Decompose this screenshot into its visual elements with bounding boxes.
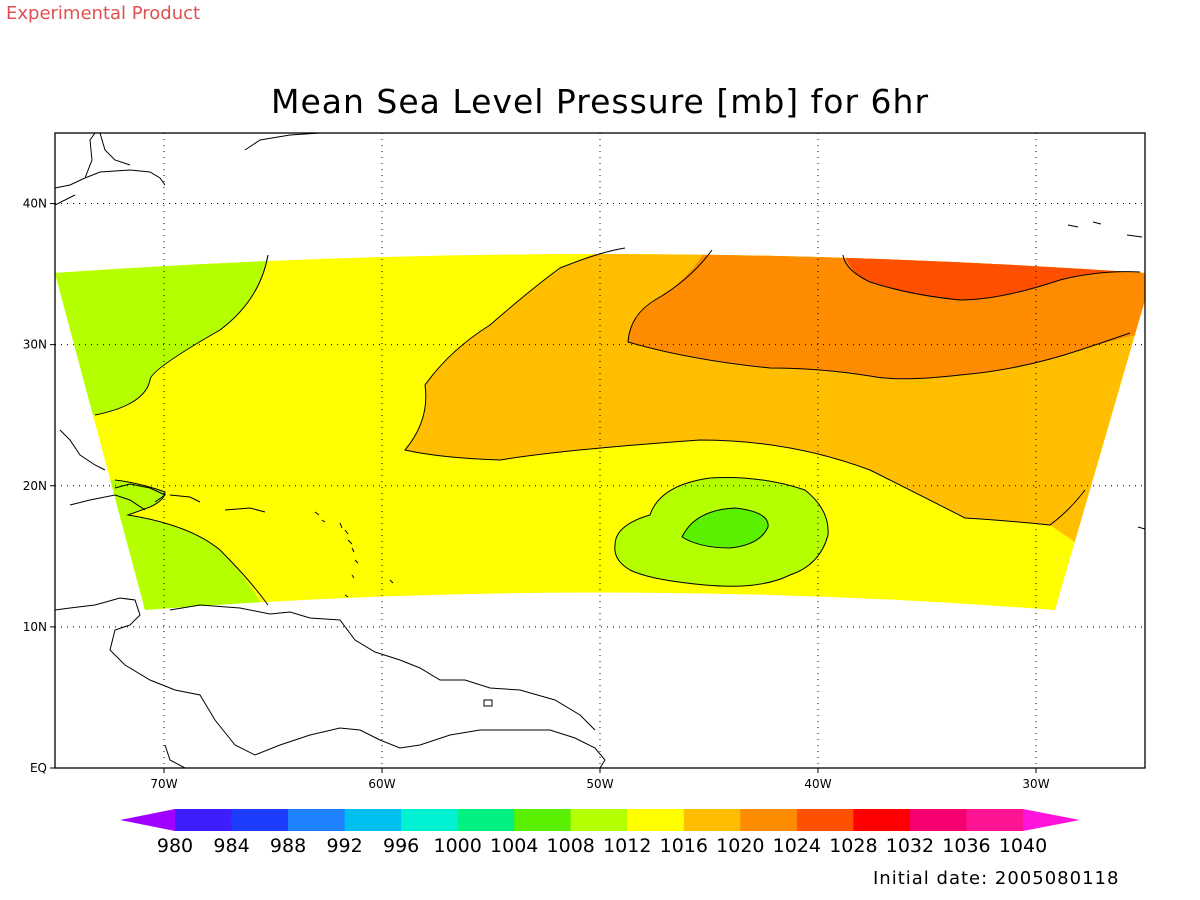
axis-labels: 70W 60W 50W 40W 30W EQ 10N 20N 30N 40N [23,197,1050,791]
colorbar-swatch [740,809,798,831]
map-title: Mean Sea Level Pressure [mb] for 6hr [270,82,930,121]
colorbar-swatch [853,809,911,831]
pressure-field [55,133,1145,768]
colorbar-level-label: 1000 [433,835,481,857]
colorbar-level-label: 1020 [716,835,764,857]
colorbar-level-label: 1016 [660,835,708,857]
lat-tick-label: 40N [23,197,47,211]
colorbar-swatch [909,809,967,831]
colorbar-level-label: 980 [157,835,193,857]
islands [314,221,1145,707]
colorbar-level-label: 1040 [999,835,1047,857]
colorbar-swatch [570,809,628,831]
colorbar-swatch [683,809,741,831]
colorbar-swatch [288,809,346,831]
colorbar-low-arrow [120,809,175,831]
initial-date: Initial date: 2005080118 [873,868,1120,889]
region-1008-1012-west [55,254,268,415]
colorbar-level-label: 1036 [942,835,990,857]
colorbar-level-label: 1032 [886,835,934,857]
colorbar-level-label: 1024 [773,835,821,857]
colorbar-level-label: 1028 [829,835,877,857]
lon-tick-label: 30W [1022,777,1049,791]
colorbar-swatch [175,809,233,831]
colorbar-level-label: 1008 [547,835,595,857]
lon-tick-label: 50W [586,777,613,791]
colorbar-swatch [627,809,685,831]
colorbar-level-label: 984 [213,835,249,857]
coastlines [55,133,606,768]
lat-tick-label: EQ [30,761,47,775]
lon-tick-label: 60W [368,777,395,791]
region-1004-1008-low [682,508,769,548]
lon-tick-label: 70W [150,777,177,791]
colorbar-level-label: 1004 [490,835,538,857]
colorbar-swatch [966,809,1024,831]
colorbar-swatch [401,809,459,831]
colorbar-swatch [514,809,572,831]
colorbar-swatch [457,809,515,831]
colorbar-level-label: 988 [270,835,306,857]
colorbar-high-arrow [1023,809,1080,831]
colorbar-swatch [231,809,289,831]
colorbar-swatch [796,809,854,831]
lat-tick-label: 30N [23,338,47,352]
isobars [94,247,1141,606]
colorbar-level-label: 1012 [603,835,651,857]
lat-tick-label: 10N [23,620,47,634]
colorbar-level-label: 992 [326,835,362,857]
colorbar-swatch [344,809,402,831]
lon-tick-label: 40W [804,777,831,791]
lat-tick-label: 20N [23,479,47,493]
colorbar-level-label: 996 [383,835,419,857]
colorbar: 980 984 988 992 996 1000 1004 1008 1012 1016 1020 1… [120,809,1080,857]
experimental-watermark: Experimental Product [6,3,201,24]
